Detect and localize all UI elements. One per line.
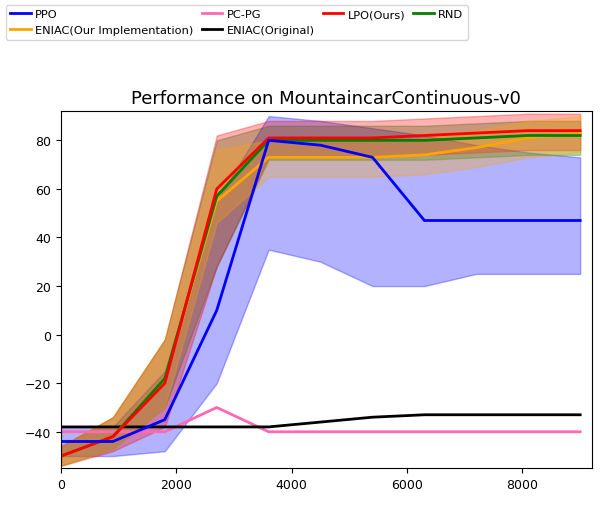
LPO(Ours) — [109, 434, 117, 440]
ENIAC(Our Implementation) — [109, 434, 117, 440]
PPO — [369, 155, 376, 161]
Line: RND: RND — [61, 136, 580, 456]
Line: LPO(Ours): LPO(Ours) — [61, 131, 580, 456]
PC-PG — [369, 429, 376, 435]
LPO(Ours) — [473, 131, 480, 137]
LPO(Ours) — [57, 453, 65, 459]
ENIAC(Original) — [421, 412, 428, 418]
ENIAC(Our Implementation) — [576, 131, 584, 137]
ENIAC(Our Implementation) — [265, 155, 272, 161]
PC-PG — [317, 429, 325, 435]
Line: PPO: PPO — [61, 141, 580, 442]
ENIAC(Our Implementation) — [213, 199, 220, 205]
Title: Performance on MountaincarContinuous-v0: Performance on MountaincarContinuous-v0 — [131, 90, 522, 108]
RND — [369, 138, 376, 144]
ENIAC(Original) — [473, 412, 480, 418]
PC-PG — [57, 429, 65, 435]
RND — [473, 135, 480, 142]
RND — [109, 434, 117, 440]
ENIAC(Our Implementation) — [473, 145, 480, 151]
PPO — [576, 218, 584, 224]
RND — [57, 453, 65, 459]
RND — [161, 376, 168, 382]
LPO(Ours) — [265, 135, 272, 142]
PPO — [161, 417, 168, 423]
PPO — [213, 307, 220, 314]
RND — [525, 133, 532, 139]
LPO(Ours) — [421, 133, 428, 139]
PC-PG — [161, 429, 168, 435]
PC-PG — [525, 429, 532, 435]
ENIAC(Our Implementation) — [369, 155, 376, 161]
PC-PG — [265, 429, 272, 435]
ENIAC(Original) — [265, 424, 272, 430]
RND — [576, 133, 584, 139]
ENIAC(Original) — [525, 412, 532, 418]
RND — [213, 194, 220, 200]
PPO — [421, 218, 428, 224]
LPO(Ours) — [576, 128, 584, 134]
ENIAC(Original) — [57, 424, 65, 430]
PPO — [473, 218, 480, 224]
PC-PG — [109, 429, 117, 435]
RND — [265, 138, 272, 144]
Line: PC-PG: PC-PG — [61, 408, 580, 432]
Line: ENIAC(Our Implementation): ENIAC(Our Implementation) — [61, 134, 580, 456]
ENIAC(Our Implementation) — [525, 135, 532, 142]
PPO — [317, 143, 325, 149]
LPO(Ours) — [525, 128, 532, 134]
RND — [421, 138, 428, 144]
ENIAC(Our Implementation) — [317, 155, 325, 161]
LPO(Ours) — [161, 380, 168, 386]
PC-PG — [473, 429, 480, 435]
LPO(Ours) — [213, 186, 220, 192]
PC-PG — [421, 429, 428, 435]
ENIAC(Our Implementation) — [421, 153, 428, 159]
PPO — [265, 138, 272, 144]
ENIAC(Original) — [109, 424, 117, 430]
Legend: PPO, ENIAC(Our Implementation), PC-PG, ENIAC(Original), LPO(Ours), RND: PPO, ENIAC(Our Implementation), PC-PG, E… — [5, 6, 468, 40]
ENIAC(Original) — [213, 424, 220, 430]
Line: ENIAC(Original): ENIAC(Original) — [61, 415, 580, 427]
ENIAC(Original) — [317, 419, 325, 426]
LPO(Ours) — [369, 135, 376, 142]
ENIAC(Original) — [161, 424, 168, 430]
LPO(Ours) — [317, 135, 325, 142]
PC-PG — [213, 405, 220, 411]
ENIAC(Our Implementation) — [57, 453, 65, 459]
PPO — [57, 439, 65, 445]
PPO — [525, 218, 532, 224]
ENIAC(Our Implementation) — [161, 376, 168, 382]
PC-PG — [576, 429, 584, 435]
PPO — [109, 439, 117, 445]
ENIAC(Original) — [576, 412, 584, 418]
RND — [317, 138, 325, 144]
ENIAC(Original) — [369, 414, 376, 420]
